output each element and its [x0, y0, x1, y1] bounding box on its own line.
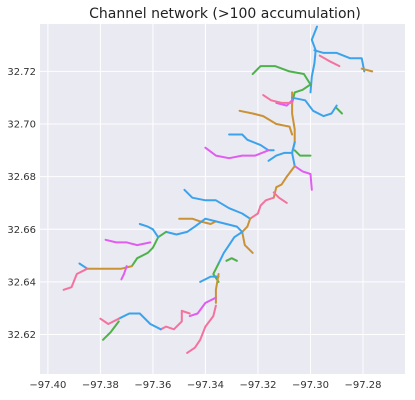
channel-segment	[291, 141, 296, 168]
channel-segment	[291, 96, 338, 118]
channel-segment	[249, 196, 275, 220]
channel-segment	[183, 188, 252, 220]
channel-segment	[86, 265, 133, 270]
y-tick-labels: 32.62 32.64 32.66 32.68 32.70 32.72	[7, 67, 36, 341]
channel-segment	[159, 309, 191, 331]
channel-segment	[199, 275, 220, 283]
channel-segment	[117, 312, 162, 331]
y-tick-label: 32.72	[7, 67, 36, 78]
x-tick-label: −97.38	[82, 380, 119, 391]
channel-segment	[272, 191, 288, 204]
channel-segment	[225, 257, 238, 262]
plot-area	[40, 24, 405, 374]
channel-segment	[293, 165, 313, 191]
x-tick-label: −97.36	[134, 380, 171, 391]
x-tick-label: −97.32	[239, 380, 276, 391]
channel-segment	[104, 238, 152, 247]
channel-segment	[186, 304, 217, 354]
channel-segment	[138, 223, 160, 239]
channel-segment	[130, 230, 167, 268]
channel-segment	[309, 25, 318, 94]
channel-segment	[251, 65, 312, 86]
y-tick-label: 32.68	[7, 172, 36, 183]
channel-segment	[188, 296, 217, 318]
channel-segment	[238, 109, 294, 136]
y-tick-label: 32.64	[7, 277, 36, 288]
y-tick-label: 32.70	[7, 120, 36, 131]
chart-title: Channel network (>100 accumulation)	[89, 6, 361, 22]
x-tick-label: −97.40	[29, 380, 66, 391]
channel-series	[62, 25, 374, 354]
channel-segment	[293, 149, 312, 157]
channel-segment	[62, 267, 89, 291]
channel-segment	[272, 165, 296, 199]
channel-segment	[204, 146, 270, 160]
channel-segment	[214, 220, 244, 233]
channel-segment	[120, 265, 128, 281]
x-tick-labels: −97.40 −97.38 −97.36 −97.34 −97.32 −97.30 −97.…	[29, 380, 381, 391]
channel-segment	[313, 49, 366, 73]
y-tick-label: 32.66	[7, 225, 36, 236]
channel-segment	[360, 67, 374, 73]
channel-segment	[335, 107, 343, 115]
x-tick-label: −97.28	[344, 380, 381, 391]
x-tick-label: −97.34	[187, 380, 224, 391]
channel-segment	[217, 230, 244, 265]
channel-segment	[99, 317, 120, 325]
channel-segment	[78, 262, 89, 270]
channel-segment	[165, 217, 217, 236]
channel-segment	[318, 54, 341, 68]
channel-segment	[102, 320, 120, 341]
x-tick-label: −97.30	[292, 380, 329, 391]
y-tick-label: 32.62	[7, 330, 36, 341]
channel-segment	[262, 94, 294, 104]
